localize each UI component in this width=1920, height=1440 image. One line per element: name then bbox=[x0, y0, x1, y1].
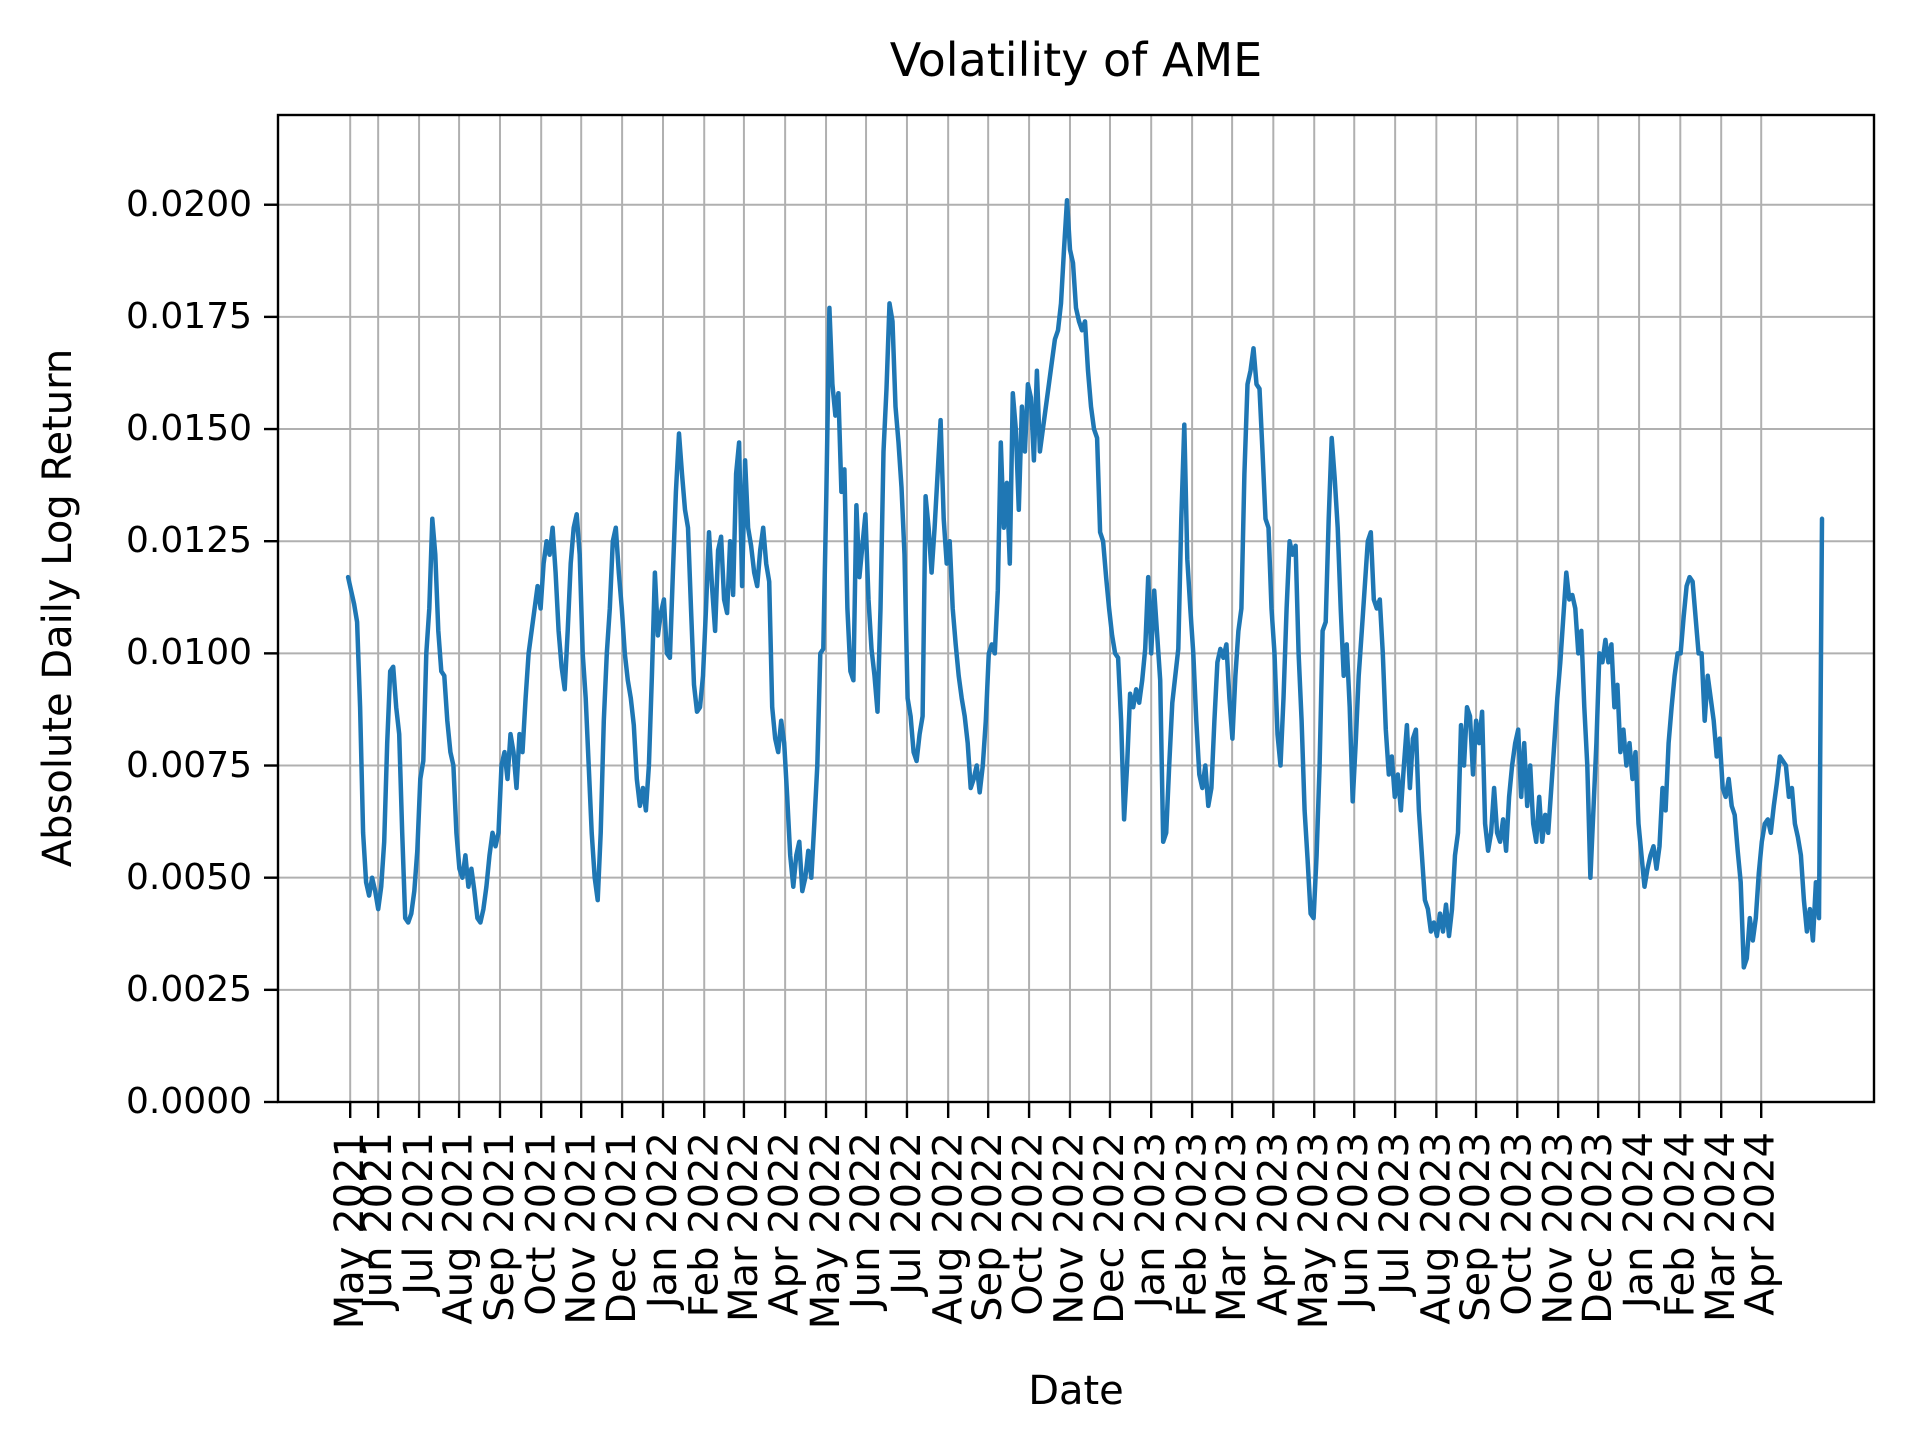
x-axis-label: Date bbox=[1028, 1368, 1124, 1414]
x-tick-label: Sep 2022 bbox=[965, 1132, 1012, 1322]
x-tick-label: May 2023 bbox=[1291, 1132, 1338, 1330]
y-tick-label: 0.0000 bbox=[126, 1081, 252, 1122]
volatility-line bbox=[345, 197, 1825, 970]
x-tick-label: Nov 2022 bbox=[1046, 1132, 1093, 1325]
x-tick-label: Sep 2023 bbox=[1453, 1132, 1500, 1322]
y-tick-label: 0.0175 bbox=[126, 295, 252, 337]
x-tick-label: Jul 2023 bbox=[1372, 1132, 1419, 1295]
x-tick-label: Sep 2021 bbox=[476, 1132, 523, 1322]
x-tick-label: Aug 2021 bbox=[436, 1132, 483, 1325]
y-tick-label: 0.0050 bbox=[126, 856, 252, 898]
y-tick-label: 0.0100 bbox=[126, 632, 252, 674]
x-tick-label: Feb 2023 bbox=[1169, 1132, 1216, 1318]
x-tick-label: Jul 2021 bbox=[396, 1132, 443, 1295]
x-tick-label: Mar 2022 bbox=[720, 1132, 767, 1322]
x-tick-label: Jul 2022 bbox=[883, 1132, 930, 1295]
x-tick-label: Oct 2022 bbox=[1006, 1132, 1053, 1316]
x-tick-label: Dec 2022 bbox=[1086, 1132, 1133, 1324]
x-tick-label: Oct 2021 bbox=[518, 1132, 565, 1316]
x-tick-label: Apr 2023 bbox=[1250, 1132, 1297, 1316]
x-tick-label: May 2022 bbox=[803, 1132, 850, 1330]
gridlines bbox=[278, 115, 1874, 1103]
y-tick-label: 0.0025 bbox=[126, 968, 252, 1010]
x-tick-label: Jun 2023 bbox=[1331, 1132, 1378, 1310]
chart-title: Volatility of AME bbox=[889, 33, 1263, 87]
tick-marks bbox=[264, 203, 1763, 1118]
x-tick-label: Jan 2024 bbox=[1616, 1132, 1663, 1309]
y-tick-label: 0.0150 bbox=[126, 408, 252, 450]
x-tick-label: Mar 2024 bbox=[1698, 1132, 1745, 1322]
x-tick-label: Aug 2023 bbox=[1413, 1132, 1460, 1325]
x-tick-label: Jan 2022 bbox=[640, 1132, 686, 1309]
x-tick-label: Dec 2021 bbox=[599, 1132, 646, 1324]
x-tick-label: Oct 2023 bbox=[1494, 1132, 1541, 1316]
x-tick-label: Aug 2022 bbox=[925, 1132, 972, 1325]
x-tick-label: Jan 2023 bbox=[1128, 1132, 1175, 1309]
x-tick-label: Nov 2021 bbox=[558, 1132, 605, 1325]
x-tick-label: Apr 2022 bbox=[762, 1132, 809, 1316]
x-tick-label: Nov 2023 bbox=[1535, 1132, 1582, 1325]
x-tick-label: Feb 2024 bbox=[1657, 1132, 1704, 1318]
x-tick-label: Jun 2021 bbox=[355, 1132, 402, 1310]
x-tick-label: Mar 2023 bbox=[1209, 1132, 1256, 1322]
y-tick-label: 0.0200 bbox=[126, 183, 252, 225]
x-tick-label: Dec 2023 bbox=[1575, 1132, 1622, 1324]
x-tick-label: Jun 2022 bbox=[843, 1132, 890, 1310]
x-tick-label: Feb 2022 bbox=[681, 1132, 728, 1318]
plot-border bbox=[276, 113, 1876, 1104]
y-tick-label: 0.0075 bbox=[126, 744, 252, 786]
x-tick-label: Apr 2024 bbox=[1738, 1132, 1785, 1316]
y-tick-label: 0.0125 bbox=[126, 520, 252, 562]
